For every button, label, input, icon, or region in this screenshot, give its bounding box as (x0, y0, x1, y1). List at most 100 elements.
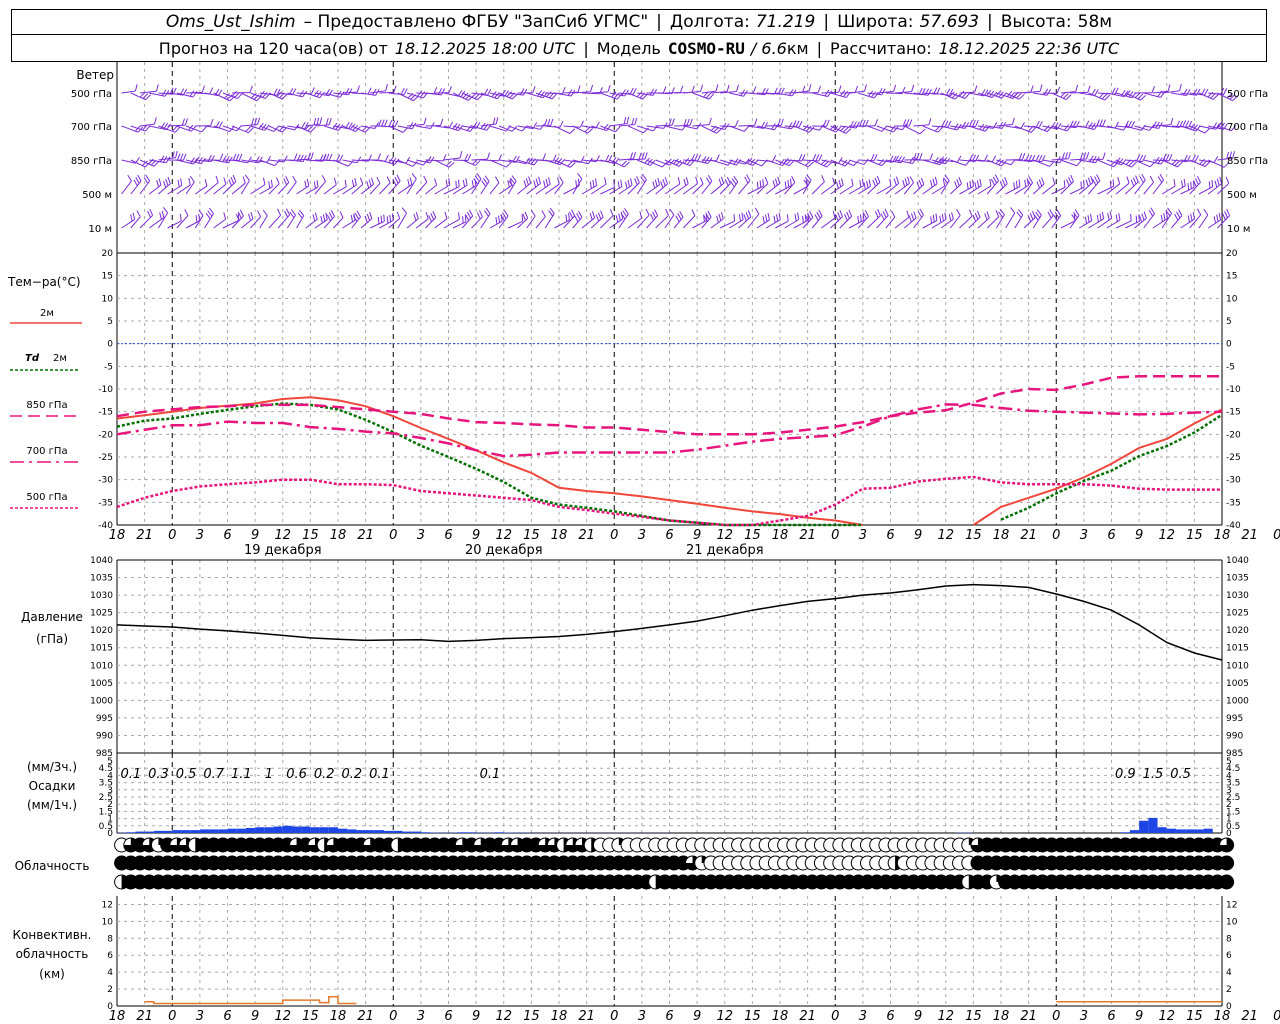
wind-barb-feather (396, 174, 401, 182)
wind-barb-feather (1232, 95, 1239, 102)
wind-barb-feather (774, 123, 779, 131)
wind-barb-feather (990, 178, 996, 186)
wind-barb-feather (1061, 152, 1065, 160)
wind-barb (333, 159, 349, 167)
temp-tick-left: 20 (102, 249, 114, 259)
hour-tick-label: 12 (716, 1009, 733, 1024)
wind-barb-feather (754, 118, 758, 126)
hour-tick-label: 15 (744, 1009, 761, 1024)
precip-bar (1139, 820, 1149, 833)
wind-barb-feather (1083, 152, 1087, 160)
wind-barb (1198, 186, 1213, 195)
wind-barb (379, 91, 394, 94)
wind-barb (1115, 220, 1132, 229)
wind-barb-feather (1028, 176, 1034, 184)
precip-3h-label: 0.3 (148, 767, 169, 782)
wind-barb (1079, 220, 1092, 229)
wind-barb-feather (1080, 152, 1084, 160)
wind-barb-feather (1115, 214, 1118, 222)
separator: | (987, 12, 993, 32)
wind-barb-feather (571, 209, 576, 217)
wind-barb-feather (1167, 84, 1171, 92)
wind-barb-feather (837, 212, 841, 219)
wind-barb-feather (312, 214, 316, 222)
wind-barb (333, 186, 347, 195)
hour-tick-label: 0 (831, 1009, 839, 1024)
wind-barb-feather (371, 177, 374, 185)
wind-barb (895, 91, 912, 94)
wind-barb-feather (1001, 179, 1006, 186)
wind-barb-feather (865, 119, 869, 127)
convective-panel: 18 21 0 3 6 9 12 15 18 21 0 3 6 9 12 15 18 21 0 3 6 9 12 15 18 21… (102, 900, 1280, 1024)
wind-barb (305, 123, 321, 127)
wind-barb-feather (1132, 177, 1137, 185)
wind-barb-feather (356, 156, 362, 163)
wind-barb-feather (394, 176, 399, 184)
wind-barb-feather (972, 119, 976, 127)
wind-barb-feather (486, 124, 492, 131)
wind-barb-feather (465, 94, 472, 100)
wind-barb (351, 183, 364, 195)
wind-barb-feather (484, 175, 490, 182)
wind-barb (627, 125, 644, 134)
temp-tick-left: 5 (107, 317, 113, 327)
wind-barb-feather (912, 157, 917, 164)
wind-barb-feather (1159, 173, 1165, 181)
wind-barb-feather (285, 208, 291, 216)
wind-barb-feather (1070, 174, 1074, 182)
wind-barb-feather (726, 176, 731, 184)
hour-tick-label: 0 (1052, 1009, 1060, 1024)
wind-barb (407, 123, 425, 127)
convective-tick-left: 4 (107, 968, 113, 978)
wind-barb-feather (1191, 154, 1196, 162)
hour-tick-label: 21 (799, 1009, 816, 1024)
precip-3h-label: 1.5 (1143, 767, 1164, 782)
wind-barb-feather (1226, 92, 1233, 99)
wind-barb-feather (1229, 151, 1233, 159)
convective-tick-right: 8 (1226, 934, 1232, 944)
wind-barb-feather (537, 90, 543, 97)
wind-barb (388, 125, 404, 133)
wind-barb-feather (932, 178, 936, 186)
wind-barb-feather (1038, 121, 1043, 128)
convective-tick-left: 8 (107, 934, 113, 944)
wind-barb-feather (832, 211, 836, 219)
wind-barb (1180, 187, 1195, 195)
wind-barb-feather (944, 174, 950, 181)
wind-barb-feather (976, 210, 981, 218)
wind-barb-feather (615, 126, 621, 133)
wind-barb-feather (1038, 179, 1043, 187)
wind-barb-feather (181, 118, 186, 126)
wind-barb-feather (264, 124, 270, 131)
wind-barb-feather (862, 213, 865, 221)
temp-series-0 (116, 396, 864, 526)
wind-barb-feather (707, 174, 713, 182)
wind-barb (1106, 125, 1124, 131)
wind-barb-feather (313, 181, 316, 189)
wind-barb-feather (172, 87, 177, 95)
wind-barb (986, 216, 1000, 229)
wind-barb-feather (448, 121, 454, 129)
wind-barb-feather (159, 155, 165, 163)
wind-barb-feather (423, 117, 427, 125)
wind-barb-feather (870, 91, 877, 98)
pressure-tick-right: 1025 (1226, 609, 1249, 619)
day-label: 20 декабря (465, 543, 543, 558)
wind-barb-feather (701, 156, 707, 163)
hour-tick-label: 9 (472, 1009, 480, 1024)
wind-barb (342, 159, 358, 164)
wind-barb (775, 220, 789, 229)
wind-barb-feather (624, 89, 629, 97)
hour-tick-label: 9 (1135, 528, 1143, 543)
provider-text: – Предоставлено ФГБУ "ЗапСиб УГМС" (303, 12, 649, 32)
wind-barb-feather (587, 128, 594, 134)
precip-tick-left: 4.5 (99, 764, 113, 774)
precip-bar (310, 827, 320, 833)
hour-tick-label: 21 (799, 528, 816, 543)
wind-barb-feather (1084, 216, 1087, 224)
wind-barb-feather (301, 121, 306, 129)
temp-tick-right: 5 (1226, 317, 1232, 327)
wind-barb (1125, 125, 1142, 131)
hour-tick-label: 0 (1273, 528, 1280, 543)
wind-barb-feather (236, 125, 242, 132)
